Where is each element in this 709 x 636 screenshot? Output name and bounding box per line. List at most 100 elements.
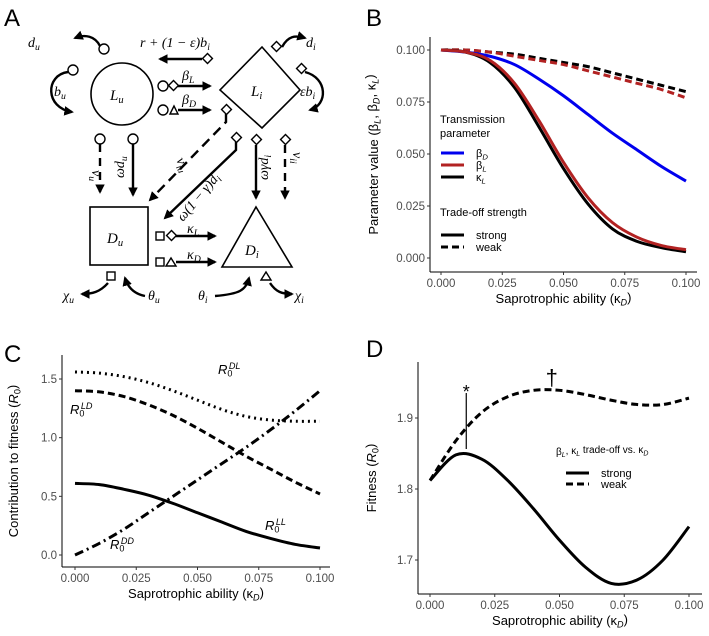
text-segment: u (119, 156, 130, 161)
text-segment: ν (289, 152, 304, 159)
text-segment: u (61, 91, 66, 102)
node-Lu (90, 62, 154, 126)
x-tick-label: 0.100 (672, 278, 701, 290)
text-segment: Saprotrophic ability (κ (492, 613, 617, 628)
text-segment: i (301, 295, 304, 306)
text-segment: R (70, 402, 79, 417)
label-omega-g-di: ωγdi (257, 155, 274, 180)
label-kappaL: κL (187, 222, 199, 239)
annotation-asterisk: * (463, 382, 470, 402)
text-segment: u (118, 95, 123, 106)
y-tick-label: 0.100 (396, 45, 425, 57)
x-tick-label: 0.025 (480, 600, 509, 612)
x-tick-label: 0.050 (183, 573, 212, 585)
y-tick-label: 0.000 (396, 253, 425, 265)
chart-c-fitness-contributions: 0.000 0.025 0.050 0.075 0.100 0.0 0.5 1.0 1.5 Sap… (5, 355, 334, 603)
text-segment: D (372, 97, 382, 104)
legend-label: κL (476, 172, 486, 185)
y-tick-label: 1.5 (41, 374, 57, 386)
series-label-R0LD: R0LD (70, 401, 93, 419)
text-segment: iu (173, 163, 186, 175)
text-segment: D (106, 231, 118, 247)
legend-title: Trade-off strength (440, 207, 527, 219)
x-tick-label: 0.075 (610, 278, 639, 290)
y-tick-label: 0.025 (396, 201, 425, 213)
label-du: du (28, 36, 40, 53)
x-tick-label: 0.000 (61, 573, 90, 585)
text-segment: θ (148, 289, 155, 304)
text-segment: i (256, 250, 259, 261)
x-tick-label: 0.025 (122, 573, 151, 585)
label-chi-u: χu (61, 289, 74, 306)
text-segment: L (562, 452, 566, 459)
legend-title: βL, κL trade-off vs. κD (556, 445, 648, 459)
legend-title: Transmission (440, 114, 505, 126)
text-segment: 0 (79, 409, 84, 419)
series-line-R0LL (74, 481, 321, 550)
label-bu: bu (54, 85, 66, 102)
x-axis-title: Saprotrophic ability (κD) (128, 585, 264, 603)
text-segment: trade-off vs. κ (580, 445, 644, 456)
text-segment: u (69, 295, 74, 306)
x-tick-label: 0.000 (416, 600, 445, 612)
node-label-Lu: Lu (109, 88, 124, 106)
text-segment: β (181, 93, 189, 108)
chart-b-parameters: 0.000 0.025 0.050 0.075 0.100 0.000 0.025 0.050… (362, 37, 700, 308)
text-segment: D (253, 593, 260, 603)
text-segment: i (207, 42, 210, 53)
text-segment: u (155, 295, 160, 306)
label-omega-du: ωdu (113, 156, 130, 178)
text-segment: R (110, 537, 119, 552)
text-segment: r + (1 − ε)b (140, 36, 207, 51)
label-theta-i: θi (198, 289, 208, 306)
text-segment: ii (287, 158, 298, 164)
text-segment: ωd (113, 160, 128, 178)
text-segment: L (109, 88, 118, 104)
chart-d-fitness: 0.000 0.025 0.050 0.075 0.100 1.7 1.8 1.9 Saprot… (363, 362, 703, 630)
text-segment: D (188, 99, 196, 110)
series-line-R0LD (74, 389, 321, 496)
y-tick-label: 1.0 (41, 433, 57, 445)
text-segment: ) (363, 444, 378, 448)
series-label-R0DD: R0DD (110, 536, 134, 554)
x-tick-label: 0.050 (549, 278, 578, 290)
text-segment: DL (229, 361, 241, 371)
text-segment: R (265, 518, 274, 533)
text-segment: LL (276, 517, 286, 527)
label-nu-iu: νiu (171, 155, 192, 175)
text-segment: D (193, 254, 201, 265)
text-segment: ) (5, 385, 20, 389)
node-label-Li: Li (250, 84, 262, 102)
panel-letter-d: D (366, 336, 383, 363)
x-tick-label: 0.000 (427, 278, 456, 290)
text-segment: , κ (364, 83, 379, 97)
text-segment: i (313, 42, 316, 53)
text-segment: ) (362, 74, 377, 78)
text-segment: θ (198, 289, 205, 304)
text-segment: ω(1 − γ)d (175, 172, 223, 225)
text-segment: Fitness ( (364, 462, 379, 513)
y-tick-label: 0.050 (396, 149, 425, 161)
text-segment: d (28, 36, 36, 51)
series-line-R0DL (74, 370, 321, 423)
text-segment: R (6, 394, 21, 403)
y-axis-title: Parameter value (βL, βD, κL) (362, 74, 382, 234)
text-segment: 0 (13, 389, 23, 394)
text-segment: κ (476, 172, 482, 184)
text-segment: Saprotrophic ability (κ (496, 291, 621, 306)
label-betaD: βD (181, 93, 196, 110)
text-segment: κ (187, 222, 194, 237)
y-tick-label: 1.8 (397, 484, 413, 496)
text-segment: u (35, 42, 40, 53)
compartment-diagram: Lu Li Du Di (28, 30, 325, 306)
legend-label: weak (600, 479, 627, 491)
node-Li (218, 45, 302, 130)
x-axis-title: Saprotrophic ability (κD) (492, 612, 628, 630)
series-line-4 (440, 48, 687, 252)
label-betaL: βL (181, 69, 194, 86)
label-nu-ii: νii (287, 152, 304, 164)
y-tick-label: 0.0 (41, 550, 57, 562)
text-segment: i (205, 295, 208, 306)
label-ebi: εbi (300, 85, 316, 102)
